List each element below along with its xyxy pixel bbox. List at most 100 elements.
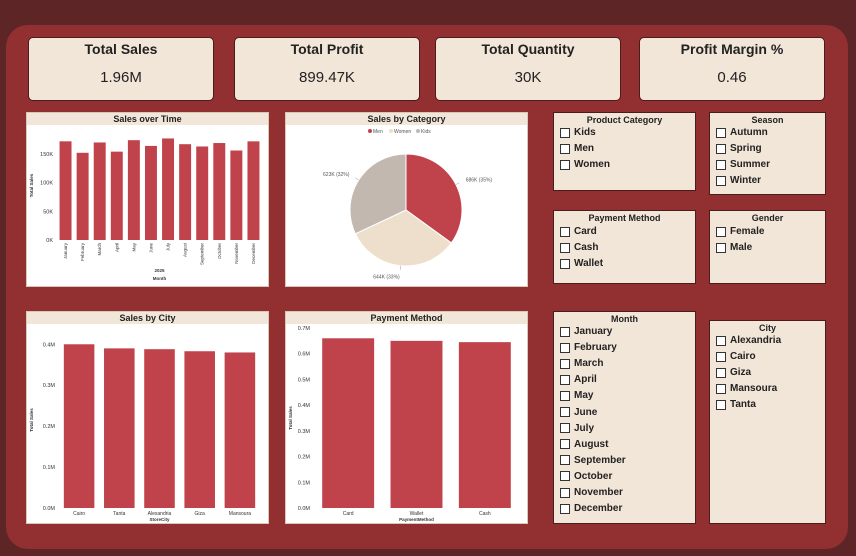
slicer-option[interactable]: Giza [716,367,751,378]
bar [184,351,215,508]
kpi-value: 899.47K [299,69,355,86]
checkbox[interactable] [560,407,570,417]
sales-over-time-chart[interactable]: Sales over Time 0K 50K 100K 150K January Febr… [26,112,269,287]
slicer-title: Product Category [586,115,663,125]
checkbox[interactable] [716,143,726,154]
x-tick-label: June [148,243,153,253]
slicer-option[interactable]: April [560,374,597,385]
kpi-label: Total Quantity [481,41,575,57]
slicer-option[interactable]: Wallet [560,258,603,269]
slicer-option[interactable]: January [560,326,612,337]
checkbox[interactable] [560,423,570,434]
slicer-option-label: January [574,326,613,337]
gender-slicer: Gender Female Male [709,210,826,284]
slicer-option[interactable]: Alexandria [716,335,781,346]
checkbox[interactable] [560,503,570,514]
slicer-option[interactable]: Autumn [716,127,768,138]
checkbox[interactable] [716,127,726,138]
month-slicer: Month January February March April May June Jul… [553,311,696,524]
slicer-option[interactable]: Spring [716,143,762,154]
y-tick-label: 0K [46,238,53,244]
slicer-option[interactable]: Winter [716,175,761,186]
slicer-option[interactable]: February [560,342,617,353]
slicer-title: Payment Method [588,213,661,223]
checkbox[interactable] [560,242,570,253]
bar [76,152,89,240]
bar [110,151,123,240]
slicer-option[interactable]: Men [560,143,594,154]
slicer-option[interactable]: Cash [560,242,598,253]
slicer-option[interactable]: October [560,471,612,482]
checkbox[interactable] [560,390,570,401]
checkbox[interactable] [560,226,570,237]
slicer-option[interactable]: March [560,358,603,369]
checkbox[interactable] [560,455,570,466]
slicer-option-label: May [574,390,594,402]
pie-slice [354,209,453,267]
slicer-option[interactable]: May [560,390,593,401]
slicer-option[interactable]: Women [560,159,610,170]
checkbox[interactable] [716,335,726,346]
checkbox[interactable] [560,342,570,353]
slicer-option[interactable]: July [560,423,594,434]
bar [63,344,95,508]
checkbox[interactable] [716,399,726,410]
slicer-option[interactable]: September [560,455,626,466]
slicer-option[interactable]: Card [560,226,597,237]
checkbox[interactable] [560,439,570,450]
checkbox[interactable] [560,127,570,138]
y-tick-label: 0.7M [298,326,311,332]
checkbox[interactable] [560,326,570,337]
slicer-option[interactable]: Summer [716,159,770,170]
slicer-option-label: Male [730,242,753,253]
slicer-option-label: July [574,422,595,434]
slicer-option-label: September [574,454,626,466]
x-tick-label: October [217,243,222,260]
slicer-option[interactable]: Kids [560,127,596,138]
slicer-option[interactable]: Tanta [716,399,756,410]
checkbox[interactable] [560,471,570,482]
y-tick-label: 100K [40,181,53,187]
x-tick-label: Mansoura [229,511,251,517]
checkbox[interactable] [716,367,726,378]
checkbox[interactable] [716,383,726,394]
chart-title: Sales by Category [286,113,527,125]
bar [162,138,175,240]
x-tick-label: Tanta [113,511,125,517]
slicer-option[interactable]: August [560,439,608,450]
kpi-card-total-sales: Total Sales 1.96M [28,37,214,101]
slicer-option-label: Tanta [730,399,756,410]
slicer-option[interactable]: Cairo [716,351,756,362]
sales-by-city-chart[interactable]: Sales by City 0.0M 0.1M 0.2M 0.3M 0.4M Cairo T… [26,311,269,524]
slicer-option[interactable]: November [560,487,623,498]
checkbox[interactable] [560,159,570,170]
payment-method-slicer: Payment Method Card Cash Wallet [553,210,696,284]
checkbox[interactable] [560,358,570,369]
slicer-option[interactable]: Male [716,242,752,253]
payment-method-chart[interactable]: Payment Method 0.0M 0.1M 0.2M 0.3M 0.4M 0.5M 0… [285,311,528,524]
bar [179,144,192,240]
x-axis-label: Month [153,276,167,281]
x-axis-label: StoreCity [149,517,170,522]
slicer-option-label: Cairo [730,351,756,362]
slicer-option-label: August [574,438,609,450]
checkbox[interactable] [560,374,570,385]
checkbox[interactable] [716,351,726,362]
checkbox[interactable] [716,242,726,253]
checkbox[interactable] [716,226,726,237]
slicer-option[interactable]: June [560,407,597,418]
checkbox[interactable] [560,143,570,154]
slicer-option[interactable]: Female [716,226,764,237]
checkbox[interactable] [560,258,570,269]
sales-by-category-chart[interactable]: Sales by Category Men Women Kids 686K (35%)… [285,112,528,287]
slicer-option[interactable]: Mansoura [716,383,777,394]
y-tick-label: 0.1M [43,465,56,471]
x-tick-label: July [166,242,171,251]
chart-title: Payment Method [286,312,527,324]
checkbox[interactable] [716,159,726,170]
slicer-option[interactable]: December [560,503,622,514]
slicer-option-label: Kids [574,127,596,138]
checkbox[interactable] [716,175,726,186]
checkbox[interactable] [560,487,570,498]
bar [144,349,175,508]
